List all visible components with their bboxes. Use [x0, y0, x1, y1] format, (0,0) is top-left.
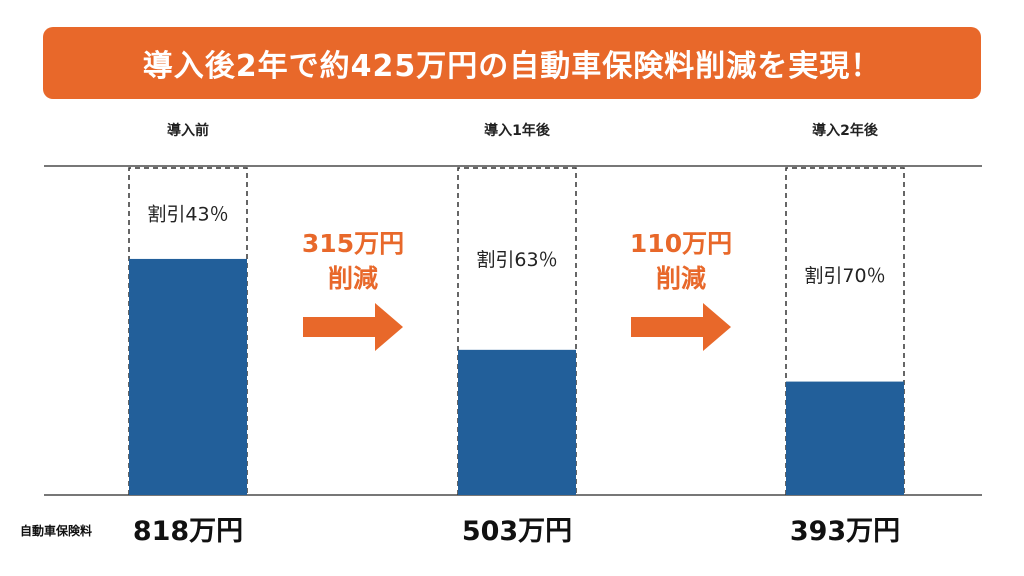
discount-label: 割引43％	[147, 203, 228, 225]
reduction-word: 削減	[656, 264, 706, 293]
bar	[458, 349, 576, 495]
bar	[786, 381, 904, 495]
original-premium-frame	[785, 167, 905, 495]
right-arrow-icon	[303, 303, 403, 351]
value-label: 818万円	[133, 516, 243, 547]
reduction-word: 削減	[328, 264, 378, 293]
discount-label: 割引70％	[804, 265, 885, 287]
discount-label: 割引63％	[476, 249, 557, 271]
headline-banner: 導入後2年で約425万円の自動車保険料削減を実現！	[43, 27, 981, 99]
reduction-amount: 110万円	[630, 229, 732, 258]
reduction-amount: 315万円	[302, 229, 404, 258]
period-label: 導入1年後	[484, 122, 551, 139]
bar	[129, 258, 247, 495]
right-arrow-icon	[631, 303, 731, 351]
original-premium-frame	[457, 167, 577, 495]
period-label: 導入2年後	[812, 122, 879, 139]
period-label: 導入前	[167, 122, 209, 139]
value-label: 503万円	[462, 516, 572, 547]
row-label: 自動車保険料	[20, 523, 92, 538]
value-label: 393万円	[790, 516, 900, 547]
